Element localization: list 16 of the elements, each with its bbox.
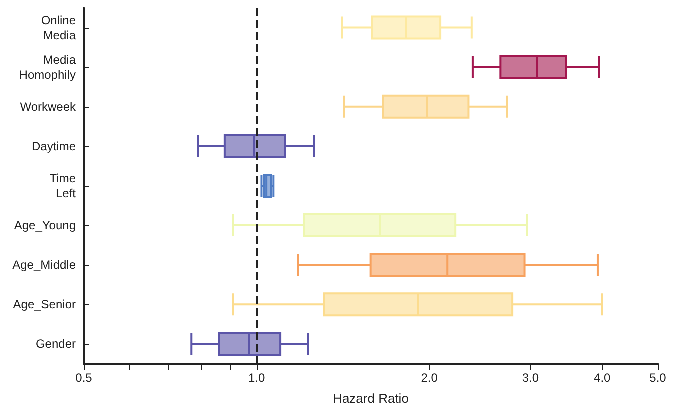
x-tick-label: 3.0 <box>522 371 540 385</box>
x-tick-label: 2.0 <box>421 371 438 385</box>
y-tick-label: Media Homophily <box>19 52 76 82</box>
y-tick-label: Age_Young <box>14 218 76 233</box>
x-axis-title: Hazard Ratio <box>333 391 409 406</box>
y-tick-label: Daytime <box>32 139 76 154</box>
x-tick-label: 1.0 <box>248 371 266 385</box>
x-tick-label: 0.5 <box>76 371 93 385</box>
y-tick-label: Gender <box>36 337 76 352</box>
y-tick-label: Online Media <box>41 13 76 42</box>
x-tick-label: 5.0 <box>650 371 667 385</box>
x-tick-label: 4.0 <box>594 371 612 385</box>
y-tick-label: Age_Senior <box>13 298 76 312</box>
y-tick-label: Age_Middle <box>12 258 76 272</box>
y-tick-label: Workweek <box>20 100 77 114</box>
y-tick-label: Time Left <box>50 172 77 200</box>
